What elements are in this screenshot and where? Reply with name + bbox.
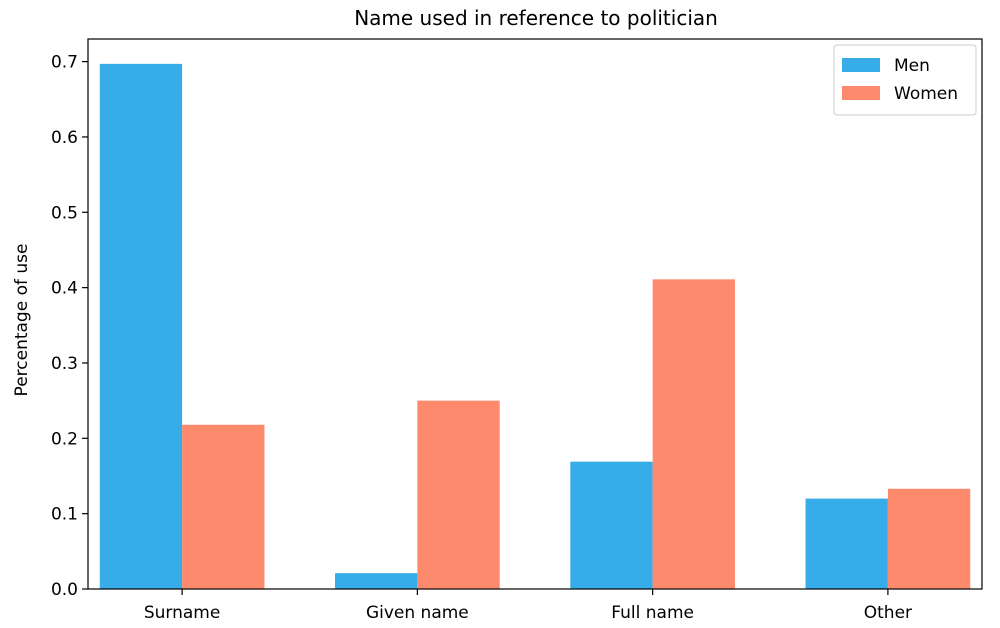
legend-swatch-women: [842, 86, 880, 100]
legend-label-men: Men: [894, 56, 930, 76]
y-axis: 0.0 0.1 0.2 0.3 0.4 0.5 0.6 0.7: [51, 53, 88, 600]
y-tick-label: 0.0: [51, 580, 78, 600]
bars-group: [99, 63, 971, 589]
bar-women-full-name: [652, 279, 735, 589]
legend-label-women: Women: [894, 84, 958, 104]
x-tick-label: Other: [864, 603, 912, 623]
y-tick-label: 0.1: [51, 505, 78, 525]
y-tick-label: 0.6: [51, 128, 78, 148]
x-axis: Surname Given name Full name Other: [144, 589, 912, 623]
legend: Men Women: [833, 44, 977, 116]
chart-title: Name used in reference to politician: [354, 6, 718, 30]
y-tick-label: 0.7: [51, 53, 78, 73]
y-tick-label: 0.2: [51, 429, 78, 449]
bar-women-given-name: [417, 400, 500, 589]
y-tick-label: 0.5: [51, 203, 78, 223]
bar-men-surname: [99, 63, 183, 589]
y-axis-title: Percentage of use: [12, 244, 32, 397]
bar-men-given-name: [335, 573, 418, 589]
plot-frame: [87, 38, 983, 590]
y-tick-label: 0.4: [51, 279, 78, 299]
y-tick-label: 0.3: [51, 354, 78, 374]
legend-swatch-men: [842, 58, 880, 72]
bar-men-full-name: [570, 461, 653, 589]
x-tick-label: Given name: [366, 603, 469, 623]
bar-men-other: [805, 498, 888, 589]
bar-women-other: [887, 488, 971, 589]
x-tick-label: Surname: [144, 603, 220, 623]
x-tick-label: Full name: [611, 603, 694, 623]
bar-women-surname: [182, 424, 265, 589]
